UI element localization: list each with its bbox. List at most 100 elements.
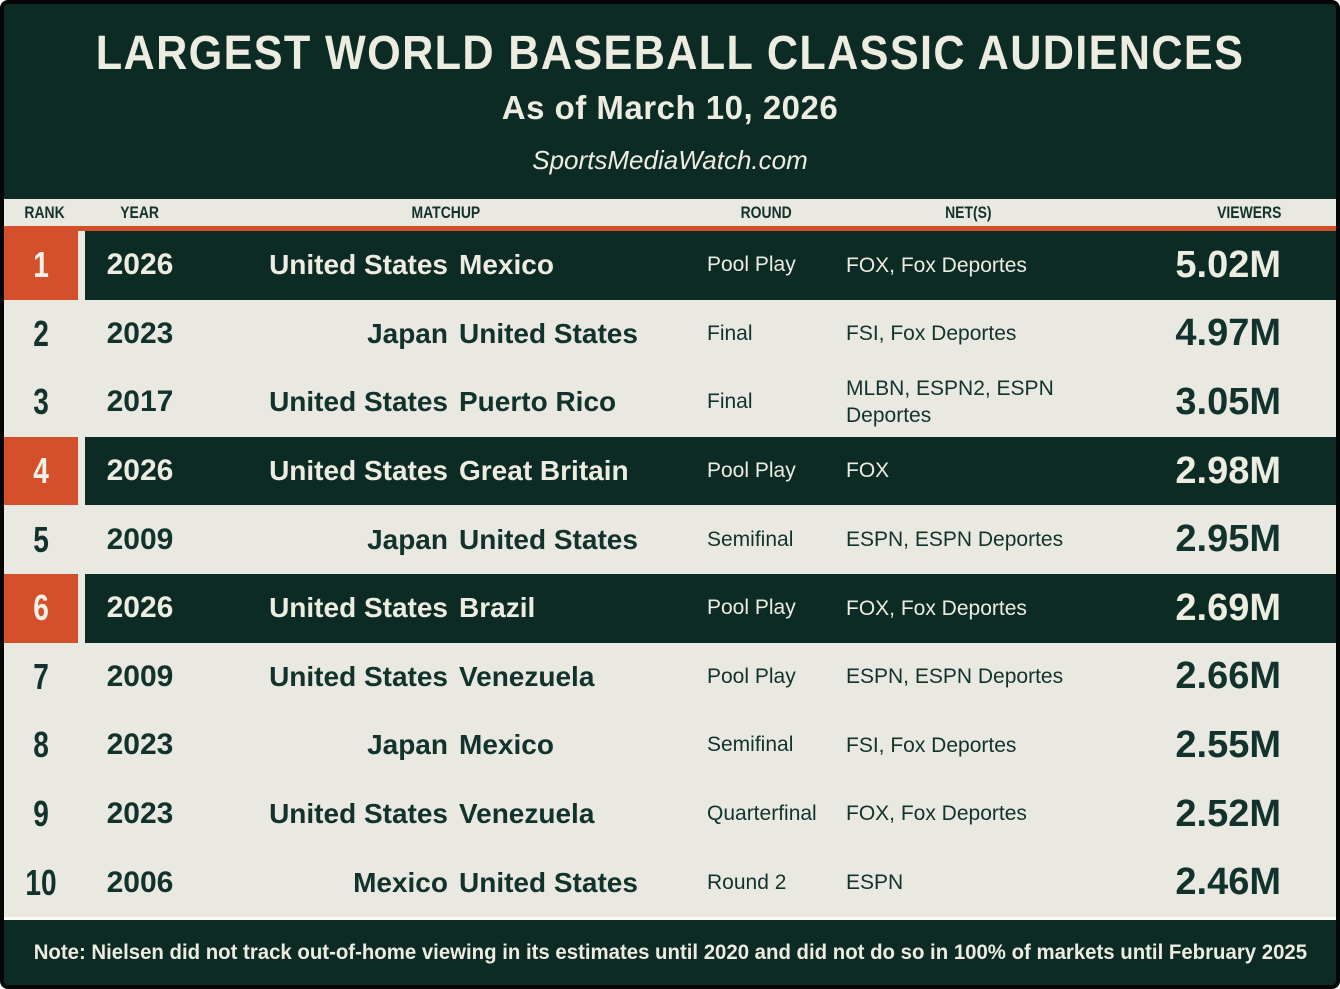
row-body: 2009 United States Venezuela Pool Play E… xyxy=(85,643,1336,712)
table-body: 1 2026 United States Mexico Pool Play FO… xyxy=(4,231,1336,917)
viewers-cell: 5.02M xyxy=(1175,243,1281,286)
round-cell: Quarterfinal xyxy=(707,802,817,826)
rank-gap xyxy=(78,711,85,780)
column-header-year: YEAR xyxy=(85,203,195,223)
matchup-team2: United States xyxy=(459,866,638,898)
year-cell: 2023 xyxy=(106,797,174,831)
matchup-team1: Mexico xyxy=(353,866,448,898)
column-header-label: YEAR xyxy=(120,202,160,222)
rank-gap xyxy=(78,436,85,506)
row-body: 2026 United States Great Britain Pool Pl… xyxy=(85,436,1336,506)
round-cell: Pool Play xyxy=(707,664,796,688)
rank-value: 5 xyxy=(33,518,49,560)
matchup-team1: United States xyxy=(269,386,448,418)
rank-value: 3 xyxy=(33,381,49,423)
year-cell: 2009 xyxy=(106,659,174,693)
row-body: 2023 United States Venezuela Quarterfina… xyxy=(85,780,1336,849)
year-cell: 2006 xyxy=(106,865,174,899)
nets-cell: FSI, Fox Deportes xyxy=(846,733,1017,757)
round-cell: Final xyxy=(707,390,753,414)
table-row: 7 2009 United States Venezuela Pool Play… xyxy=(4,642,1336,712)
viewers-cell: 3.05M xyxy=(1175,380,1281,423)
round-cell: Semifinal xyxy=(707,527,794,551)
viewers-cell: 4.97M xyxy=(1175,312,1281,355)
matchup-team1: Japan xyxy=(367,523,448,555)
matchup-team2: Great Britain xyxy=(459,455,629,487)
row-body: 2009 Japan United States Semifinal ESPN,… xyxy=(85,505,1336,574)
footer-divider xyxy=(4,917,1336,920)
page-subtitle: As of March 10, 2026 xyxy=(501,89,839,126)
year-cell: 2009 xyxy=(106,522,174,556)
column-header-row: RANK YEAR MATCHUP ROUND NET(S) VIEWERS xyxy=(4,199,1336,226)
round-cell: Semifinal xyxy=(707,733,794,757)
viewers-cell: 2.95M xyxy=(1175,518,1281,561)
rank-badge: 1 xyxy=(4,231,78,300)
nets-cell: FOX, Fox Deportes xyxy=(846,802,1027,826)
matchup-team1: United States xyxy=(269,592,448,624)
matchup-team1: Japan xyxy=(367,729,448,761)
rank-value: 9 xyxy=(33,793,49,835)
column-header-nets: NET(S) xyxy=(836,203,1071,223)
column-header-rank: RANK xyxy=(4,203,85,223)
matchup-team2: Mexico xyxy=(459,249,554,281)
viewers-cell: 2.46M xyxy=(1175,861,1281,904)
footnote: Note: Nielsen did not track out-of-home … xyxy=(33,940,1307,964)
rank-badge: 7 xyxy=(4,643,78,712)
poster-footer: Note: Nielsen did not track out-of-home … xyxy=(4,920,1336,985)
matchup-team2: Brazil xyxy=(459,592,536,624)
matchup-team1: United States xyxy=(269,798,448,830)
nets-cell: FOX, Fox Deportes xyxy=(846,253,1027,277)
rank-gap xyxy=(78,505,85,574)
year-cell: 2023 xyxy=(106,728,174,762)
row-body: 2017 United States Puerto Rico Final MLB… xyxy=(85,368,1336,437)
rank-value: 4 xyxy=(33,450,49,492)
rank-badge: 8 xyxy=(4,711,78,780)
viewers-cell: 2.98M xyxy=(1175,449,1281,492)
table-row: 4 2026 United States Great Britain Pool … xyxy=(4,436,1336,506)
viewers-cell: 2.69M xyxy=(1175,586,1281,629)
rank-value: 8 xyxy=(33,724,49,766)
year-cell: 2023 xyxy=(106,316,174,350)
rank-badge: 6 xyxy=(4,573,78,643)
matchup-team2: Venezuela xyxy=(459,798,595,830)
page-title: LARGEST WORLD BASEBALL CLASSIC AUDIENCES xyxy=(95,27,1245,80)
table-row: 8 2023 Japan Mexico Semifinal FSI, Fox D… xyxy=(4,711,1336,780)
accent-divider xyxy=(4,226,1336,231)
rank-gap xyxy=(78,780,85,849)
column-header-label: MATCHUP xyxy=(411,202,481,222)
round-cell: Round 2 xyxy=(707,870,787,894)
rank-badge: 3 xyxy=(4,368,78,437)
rank-value: 2 xyxy=(33,312,49,354)
year-cell: 2026 xyxy=(106,591,174,625)
matchup-team2: United States xyxy=(459,523,638,555)
table-row: 10 2006 Mexico United States Round 2 ESP… xyxy=(4,848,1336,917)
rank-value: 10 xyxy=(25,861,57,903)
year-cell: 2026 xyxy=(106,454,174,488)
rank-gap xyxy=(78,231,85,300)
column-header-label: VIEWERS xyxy=(1216,202,1281,222)
rank-gap xyxy=(78,300,85,369)
nets-cell: ESPN, ESPN Deportes xyxy=(846,528,1064,552)
nets-cell: FOX, Fox Deportes xyxy=(846,596,1027,620)
row-body: 2006 Mexico United States Round 2 ESPN 2… xyxy=(85,848,1336,917)
table-row: 5 2009 Japan United States Semifinal ESP… xyxy=(4,505,1336,574)
rank-badge: 4 xyxy=(4,436,78,506)
row-body: 2026 United States Mexico Pool Play FOX,… xyxy=(85,231,1336,300)
nets-cell: ESPN, ESPN Deportes xyxy=(846,665,1064,689)
round-cell: Pool Play xyxy=(707,596,796,620)
rank-gap xyxy=(78,368,85,437)
matchup-team1: Japan xyxy=(367,317,448,349)
nets-cell: FOX xyxy=(846,459,890,483)
round-cell: Pool Play xyxy=(707,459,796,483)
viewers-cell: 2.55M xyxy=(1175,723,1281,766)
table-row: 9 2023 United States Venezuela Quarterfi… xyxy=(4,779,1336,849)
round-cell: Pool Play xyxy=(707,253,796,277)
matchup-team1: United States xyxy=(269,455,448,487)
column-header-label: ROUND xyxy=(740,202,793,222)
matchup-team2: United States xyxy=(459,317,638,349)
nets-cell: ESPN xyxy=(846,870,904,894)
row-body: 2023 Japan Mexico Semifinal FSI, Fox Dep… xyxy=(85,711,1336,780)
rank-badge: 2 xyxy=(4,300,78,369)
poster-header: LARGEST WORLD BASEBALL CLASSIC AUDIENCES… xyxy=(4,4,1336,199)
